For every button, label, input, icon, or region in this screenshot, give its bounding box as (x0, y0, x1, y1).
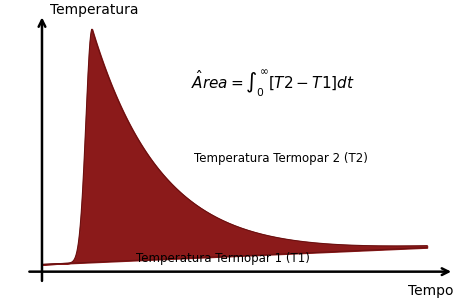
Text: Tempo: Tempo (408, 284, 454, 298)
Text: Temperatura: Temperatura (50, 3, 138, 17)
Text: Temperatura Termopar 2 (T2): Temperatura Termopar 2 (T2) (194, 152, 368, 165)
Text: Temperatura Termopar 1 (T1): Temperatura Termopar 1 (T1) (136, 252, 310, 265)
Text: $\mathit{\hat{A}rea} = \int_{0}^{\infty}\mathit{[T2 - T1]dt}$: $\mathit{\hat{A}rea} = \int_{0}^{\infty}… (191, 69, 355, 100)
